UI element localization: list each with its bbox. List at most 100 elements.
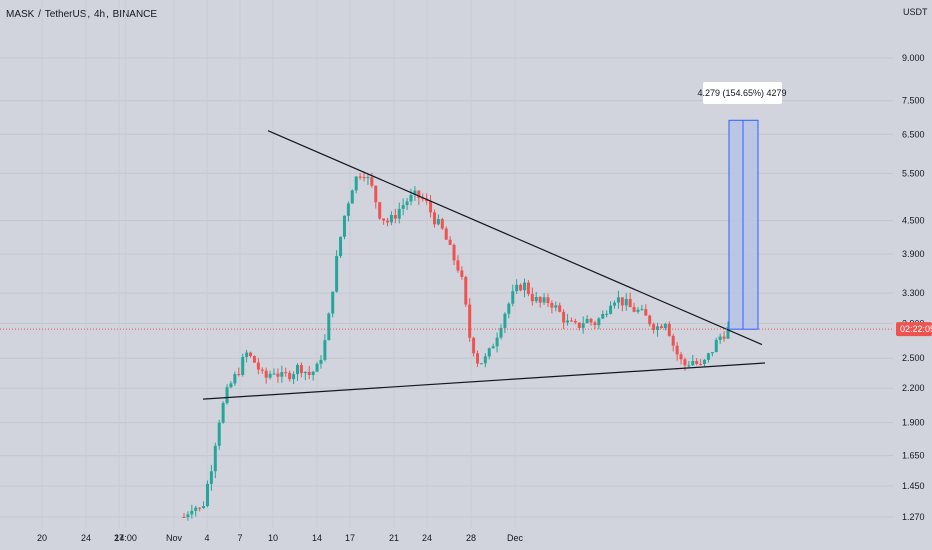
candle-body: [601, 313, 605, 319]
candle-body: [182, 517, 186, 518]
support-trendline: [202, 362, 766, 400]
price-tick-label: 9.000: [902, 53, 925, 63]
price-tick-label: 5.500: [902, 168, 925, 178]
candle-body: [264, 370, 268, 378]
time-tick-label: 7: [237, 533, 242, 543]
candle-body: [241, 356, 245, 375]
candle-body: [393, 214, 397, 219]
trendlines: [0, 130, 893, 400]
candle-body: [562, 311, 566, 323]
candle-body: [358, 176, 362, 178]
candle-body: [307, 371, 311, 375]
candle-body: [476, 353, 480, 364]
candle-body: [507, 303, 511, 314]
candle-body: [691, 360, 695, 366]
candle-body: [597, 318, 601, 326]
candle-body: [370, 177, 374, 186]
price-tick-label: 1.270: [902, 512, 925, 522]
candle-body: [194, 507, 198, 511]
candle-body: [452, 244, 456, 261]
candle-body: [554, 305, 558, 308]
candle-body: [671, 335, 675, 346]
candle-body: [295, 364, 299, 375]
price-tick-label: 4.500: [902, 215, 925, 225]
price-tick-label: 6.500: [902, 129, 925, 139]
candle-body: [718, 336, 722, 340]
candle-body: [389, 214, 393, 223]
candle-body: [546, 297, 550, 304]
candle-body: [229, 383, 233, 388]
candle-body: [515, 284, 519, 292]
candle-body: [323, 340, 327, 360]
chart-grid: [0, 57, 893, 518]
candle-body: [401, 205, 405, 209]
candle-body: [190, 510, 194, 515]
candle-body: [652, 324, 656, 331]
candle-body: [605, 313, 609, 315]
measure-tool: 4.279 (154.65%) 4279: [697, 82, 787, 330]
candle-body: [186, 514, 190, 518]
candle-body: [237, 374, 241, 376]
candle-body: [468, 304, 472, 338]
candle-body: [714, 339, 718, 353]
candle-body: [522, 282, 526, 291]
candle-body: [581, 323, 585, 328]
price-axis: 9.0007.5006.5005.5004.5003.9003.3002.900…: [902, 53, 925, 522]
candle-body: [260, 369, 264, 371]
current-price-tag: 02:22:05: [896, 322, 932, 337]
symbol-exchange: BINANCE: [112, 9, 158, 20]
candle-body: [519, 284, 523, 291]
candle-body: [421, 198, 425, 200]
measure-label: 4.279 (154.65%) 4279: [697, 88, 786, 98]
candle-body: [299, 364, 303, 374]
candle-body: [624, 299, 628, 306]
candle-body: [249, 352, 253, 357]
measure-label-box: [703, 82, 782, 104]
candle-body: [585, 318, 589, 324]
time-tick-label: 28: [466, 533, 476, 543]
candle-body: [366, 177, 370, 179]
candle-body: [280, 372, 284, 377]
candle-body: [499, 327, 503, 338]
candle-body: [374, 185, 378, 203]
candle-body: [417, 190, 421, 199]
currency-label: USDT: [903, 7, 928, 17]
candle-body: [706, 353, 710, 360]
candle-body: [644, 309, 648, 316]
time-tick-label: 10: [268, 533, 278, 543]
time-tick-label: 17: [345, 533, 355, 543]
candle-body: [335, 256, 339, 292]
candle-body: [327, 313, 331, 341]
candle-body: [640, 309, 644, 311]
candle-body: [288, 372, 292, 380]
candle-body: [538, 296, 542, 303]
candle-body: [456, 260, 460, 271]
candle-body: [648, 315, 652, 325]
price-tick-label: 3.900: [902, 249, 925, 259]
candle-body: [413, 190, 417, 196]
price-tick-label: 7.500: [902, 96, 925, 106]
candle-body: [710, 352, 714, 354]
candle-body: [620, 297, 624, 306]
candle-body: [558, 305, 562, 312]
candle-body: [303, 371, 307, 374]
symbol-interval: 4h: [93, 9, 106, 20]
time-tick-label: 27: [114, 533, 124, 543]
candle-body: [405, 201, 409, 206]
candle-body: [636, 309, 640, 312]
candle-body: [460, 270, 464, 277]
candle-body: [464, 276, 468, 305]
candle-body: [233, 374, 237, 384]
candle-body: [632, 307, 636, 312]
candle-body: [397, 208, 401, 219]
candle-body: [362, 177, 366, 179]
candle-body: [613, 302, 617, 306]
candle-body: [444, 228, 448, 240]
candle-body: [679, 354, 683, 360]
symbol-name: MASK: [6, 9, 35, 20]
candle-body: [675, 345, 679, 355]
candle-body: [272, 373, 276, 375]
time-tick-label: 24: [81, 533, 91, 543]
